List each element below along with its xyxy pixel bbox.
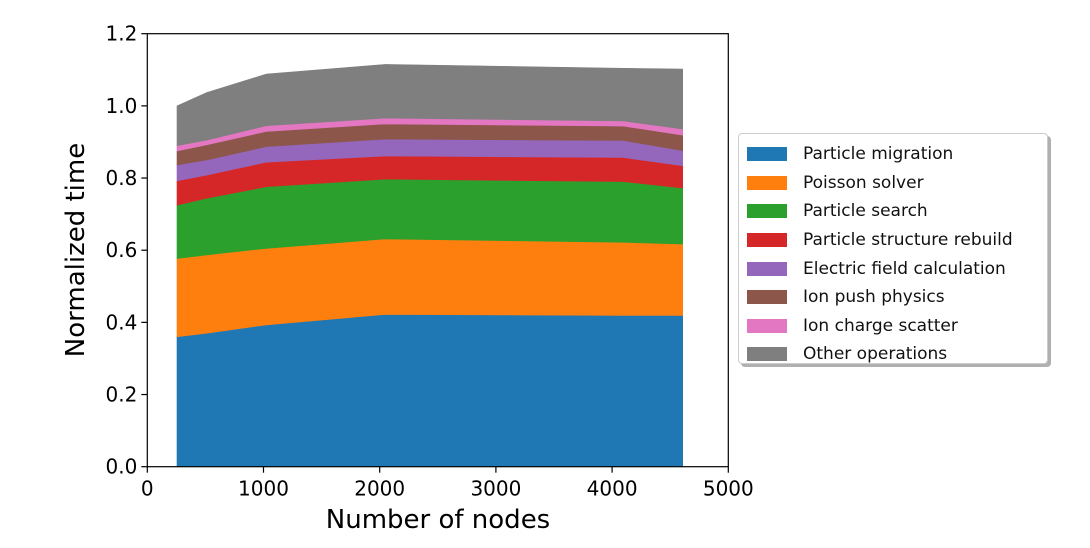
legend-item: Ion push physics — [739, 283, 1047, 312]
x-tick-label: 3000 — [470, 477, 521, 501]
legend-item: Ion charge scatter — [739, 312, 1047, 341]
y-tick-label: 0.6 — [105, 238, 137, 262]
x-tick-label: 5000 — [703, 477, 754, 501]
legend-swatch — [747, 204, 787, 219]
legend-label: Electric field calculation — [803, 258, 1006, 279]
legend-label: Ion push physics — [803, 287, 945, 308]
y-tick-label: 0.4 — [105, 310, 137, 334]
y-tick-label: 0.8 — [105, 166, 137, 190]
legend-label: Particle search — [803, 201, 928, 222]
legend-item: Particle migration — [739, 140, 1047, 169]
legend-swatch — [747, 261, 787, 276]
legend: Particle migration Poisson solver Partic… — [738, 133, 1048, 364]
legend-item: Particle structure rebuild — [739, 226, 1047, 255]
legend-swatch — [747, 147, 787, 162]
legend-item: Electric field calculation — [739, 254, 1047, 283]
legend-swatch — [747, 347, 787, 362]
y-tick-label: 0.2 — [105, 383, 137, 407]
legend-swatch — [747, 318, 787, 333]
legend-swatch — [747, 233, 787, 248]
stacked-areas — [176, 64, 684, 468]
legend-label: Particle structure rebuild — [803, 230, 1013, 251]
y-tick-label: 1.2 — [105, 22, 137, 46]
y-tick-label: 1.0 — [105, 94, 137, 118]
y-tick-label: 0.0 — [105, 455, 137, 479]
legend-swatch — [747, 175, 787, 190]
y-axis-ticks: 0.0 0.2 0.4 0.6 0.8 1.0 1.2 — [105, 22, 148, 479]
x-tick-label: 2000 — [354, 477, 405, 501]
y-axis-title: Normalized time — [61, 143, 91, 357]
x-tick-label: 0 — [141, 477, 154, 501]
x-axis-ticks: 0 1000 2000 3000 4000 5000 — [141, 466, 754, 501]
x-tick-label: 4000 — [587, 477, 638, 501]
legend-label: Particle migration — [803, 144, 954, 165]
area-other-operations — [176, 64, 684, 146]
legend-swatch — [747, 290, 787, 305]
legend-item: Poisson solver — [739, 169, 1047, 198]
legend-label: Poisson solver — [803, 172, 924, 193]
legend-item: Particle search — [739, 197, 1047, 226]
x-tick-label: 1000 — [238, 477, 289, 501]
legend-label: Ion charge scatter — [803, 315, 958, 336]
area-particle-migration — [176, 314, 684, 468]
x-axis-title: Number of nodes — [326, 505, 550, 535]
legend-label: Other operations — [803, 344, 948, 365]
legend-item: Other operations — [739, 340, 1047, 369]
